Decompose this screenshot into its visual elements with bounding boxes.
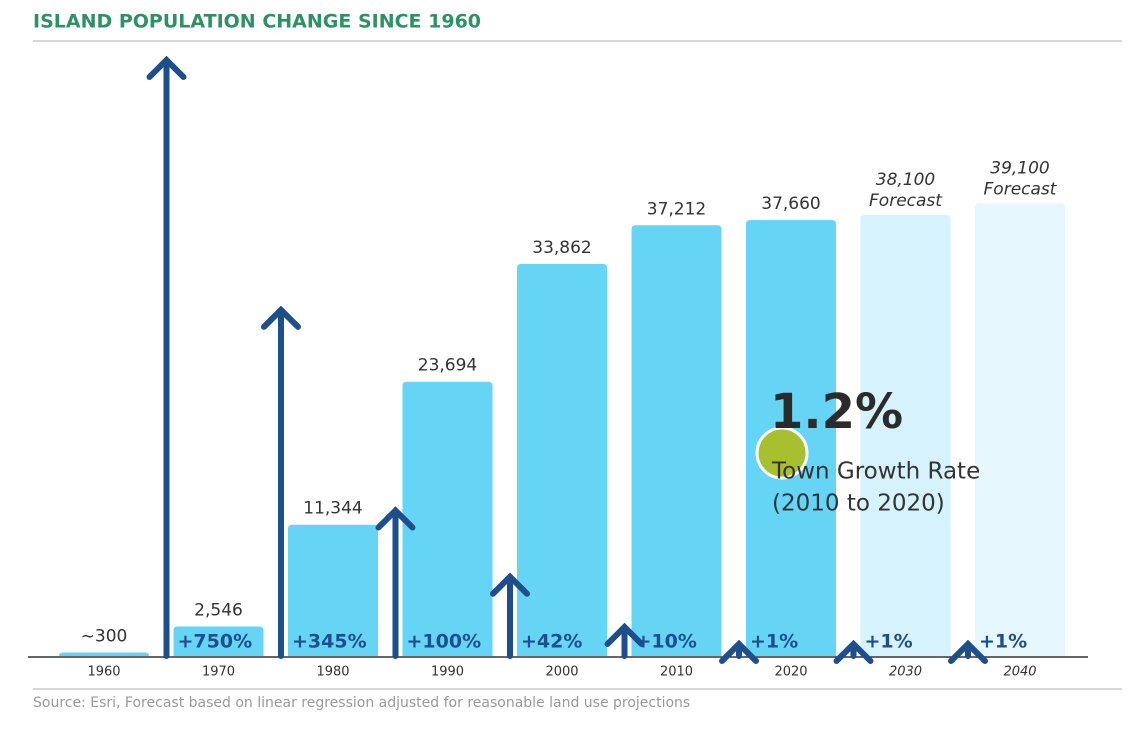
value-label: 23,694 xyxy=(418,356,477,376)
value-label: 2,546 xyxy=(194,601,243,621)
change-arrow xyxy=(490,572,530,659)
x-tick-label: 1970 xyxy=(202,665,235,680)
bar xyxy=(173,626,264,656)
value-label: 39,100 xyxy=(990,158,1049,178)
change-label: +345% xyxy=(292,631,367,653)
change-label: +1% xyxy=(865,631,913,653)
forecast-label: Forecast xyxy=(869,191,943,211)
change-arrow xyxy=(375,506,416,659)
value-label: 37,660 xyxy=(761,194,820,214)
bar xyxy=(517,264,607,656)
value-label: ~300 xyxy=(81,627,128,647)
change-arrow xyxy=(146,55,187,659)
bar xyxy=(402,381,493,656)
x-tick-label: 2020 xyxy=(774,665,807,680)
bar xyxy=(288,524,378,656)
change-label: +100% xyxy=(407,631,482,653)
change-arrow xyxy=(719,639,759,664)
value-label: 11,344 xyxy=(303,499,362,519)
x-tick-label: 2010 xyxy=(660,665,693,680)
x-tick-label: 2040 xyxy=(1003,665,1036,680)
chart-title: ISLAND POPULATION CHANGE SINCE 1960 xyxy=(33,11,481,33)
change-arrow xyxy=(833,639,874,664)
change-arrow xyxy=(604,622,645,659)
x-tick-label: 2030 xyxy=(889,665,922,680)
value-label: 37,212 xyxy=(647,199,706,219)
value-label: 33,862 xyxy=(532,238,591,258)
change-label: +10% xyxy=(636,631,697,653)
change-label: +1% xyxy=(750,631,798,653)
annotation-dot xyxy=(755,426,809,480)
x-tick-label: 1990 xyxy=(431,665,464,680)
bar xyxy=(860,214,951,656)
x-tick-label: 1960 xyxy=(87,665,120,680)
bar xyxy=(975,203,1065,657)
change-arrow xyxy=(948,639,988,664)
change-label: +750% xyxy=(178,631,253,653)
value-label: 38,100 xyxy=(876,170,935,190)
x-tick-label: 2000 xyxy=(545,665,578,680)
source: Source: Esri, Forecast based on linear r… xyxy=(33,695,690,711)
annotation-line: (2010 to 2020) xyxy=(772,491,945,517)
annotation-line: Town Growth Rate xyxy=(771,459,980,485)
change-label: +1% xyxy=(979,631,1027,653)
annotation-value: 1.2% xyxy=(770,384,903,440)
forecast-label: Forecast xyxy=(984,179,1058,199)
change-arrow xyxy=(261,305,301,659)
bar xyxy=(59,652,149,656)
change-label: +42% xyxy=(521,631,582,653)
bar xyxy=(631,225,722,656)
x-tick-label: 1980 xyxy=(316,665,349,680)
